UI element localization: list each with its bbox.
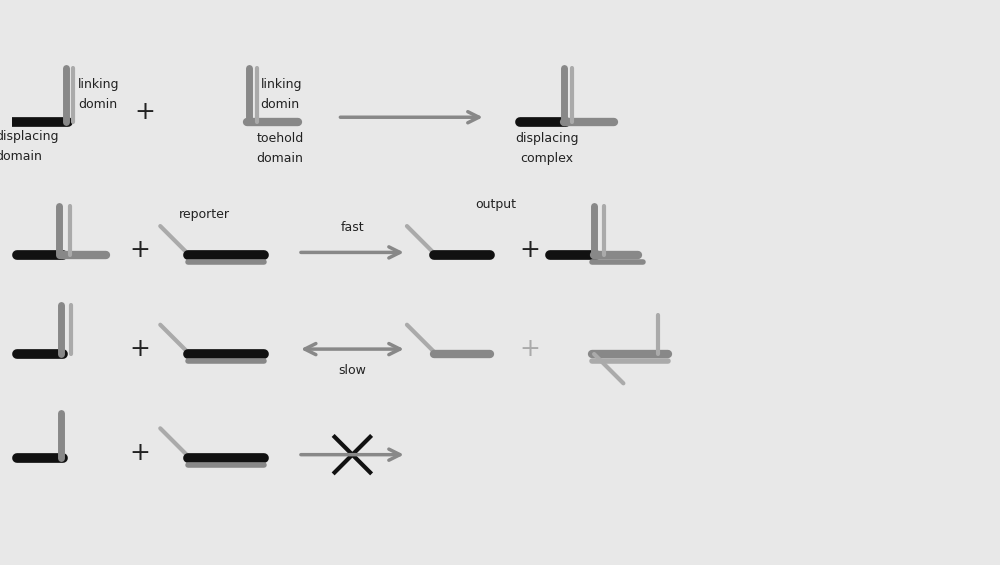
Text: domain: domain xyxy=(0,150,42,163)
Text: +: + xyxy=(130,238,151,262)
Text: fast: fast xyxy=(341,221,364,234)
Text: reporter: reporter xyxy=(179,208,230,221)
Text: +: + xyxy=(130,441,151,464)
Text: output: output xyxy=(475,198,516,211)
Text: +: + xyxy=(135,101,156,124)
Text: domain: domain xyxy=(257,152,304,165)
Text: +: + xyxy=(520,337,540,361)
Text: complex: complex xyxy=(520,152,573,165)
Text: domin: domin xyxy=(78,98,117,111)
Text: +: + xyxy=(130,337,151,361)
Text: +: + xyxy=(520,238,540,262)
Text: displacing: displacing xyxy=(0,130,59,143)
Text: slow: slow xyxy=(338,364,366,377)
Text: domin: domin xyxy=(261,98,300,111)
Text: toehold: toehold xyxy=(257,132,304,145)
Text: displacing: displacing xyxy=(515,132,578,145)
Text: linking: linking xyxy=(78,78,120,91)
Text: linking: linking xyxy=(261,78,302,91)
